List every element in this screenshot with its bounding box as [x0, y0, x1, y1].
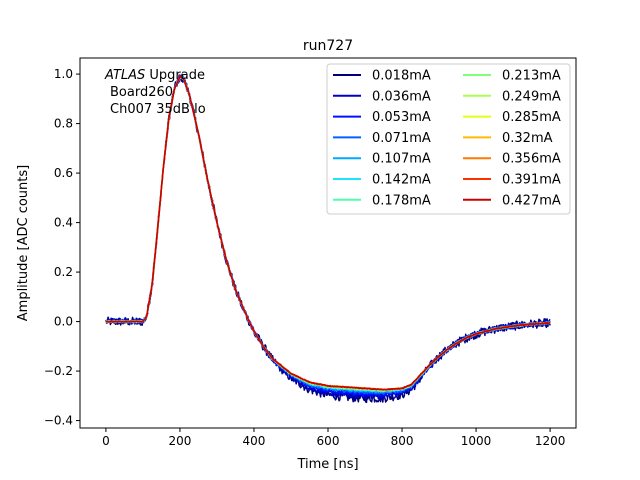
x-tick-label: 1000	[461, 434, 492, 448]
legend-label: 0.356mA	[502, 152, 561, 167]
legend: 0.018mA 0.036mA 0.053mA 0.071mA 0.107mA 0.142…	[326, 63, 571, 215]
x-tick-label: 800	[391, 434, 414, 448]
legend-label: 0.391mA	[502, 173, 561, 188]
chart-title: run727	[303, 38, 353, 54]
y-tick-label: 0.4	[54, 216, 73, 230]
series-group	[105, 73, 551, 404]
legend-label: 0.249mA	[502, 89, 561, 104]
legend-label: 0.053mA	[372, 110, 431, 125]
x-tick-label: 600	[317, 434, 340, 448]
legend-label: 0.036mA	[372, 89, 431, 104]
annotation: ATLAS Upgrade Board260 Ch007 35dB lo	[104, 68, 206, 117]
legend-label: 0.018mA	[372, 69, 431, 84]
annotation-atlas: ATLAS	[104, 68, 145, 83]
x-axis: 0 200 400 600 800 1000 1200	[102, 428, 565, 448]
x-tick-label: 400	[243, 434, 266, 448]
y-tick-label: −0.2	[44, 364, 73, 378]
annotation-line-1: ATLAS Upgrade	[104, 68, 205, 83]
legend-label: 0.142mA	[372, 173, 431, 188]
legend-label: 0.32mA	[502, 131, 553, 146]
annotation-upgrade: Upgrade	[145, 68, 205, 83]
legend-label: 0.213mA	[502, 69, 561, 84]
legend-label: 0.285mA	[502, 110, 561, 125]
y-axis-label: Amplitude [ADC counts]	[16, 165, 31, 321]
y-tick-label: 0.8	[54, 117, 73, 131]
legend-label: 0.178mA	[372, 193, 431, 208]
x-tick-label: 0	[102, 434, 110, 448]
legend-label: 0.107mA	[372, 152, 431, 167]
y-tick-label: 0.2	[54, 265, 73, 279]
y-tick-label: −0.4	[44, 414, 73, 428]
y-tick-label: 0.0	[54, 315, 73, 329]
x-axis-label: Time [ns]	[296, 457, 358, 472]
annotation-line-3: Ch007 35dB lo	[110, 102, 206, 117]
y-tick-label: 0.6	[54, 166, 73, 180]
y-tick-label: 1.0	[54, 67, 73, 81]
y-axis: −0.4 −0.2 0.0 0.2 0.4 0.6 0.8 1.0	[44, 67, 80, 428]
legend-label: 0.071mA	[372, 131, 431, 146]
legend-label: 0.427mA	[502, 193, 561, 208]
x-tick-label: 200	[168, 434, 191, 448]
legend-frame	[326, 63, 571, 215]
plot-area: 0 200 400 600 800 1000 1200 −0.4 −0.2 0.0 0.2 0.4 0…	[44, 57, 577, 448]
series-line-0.427mA	[105, 75, 551, 391]
x-tick-label: 1200	[535, 434, 566, 448]
annotation-line-2: Board260	[110, 85, 173, 100]
